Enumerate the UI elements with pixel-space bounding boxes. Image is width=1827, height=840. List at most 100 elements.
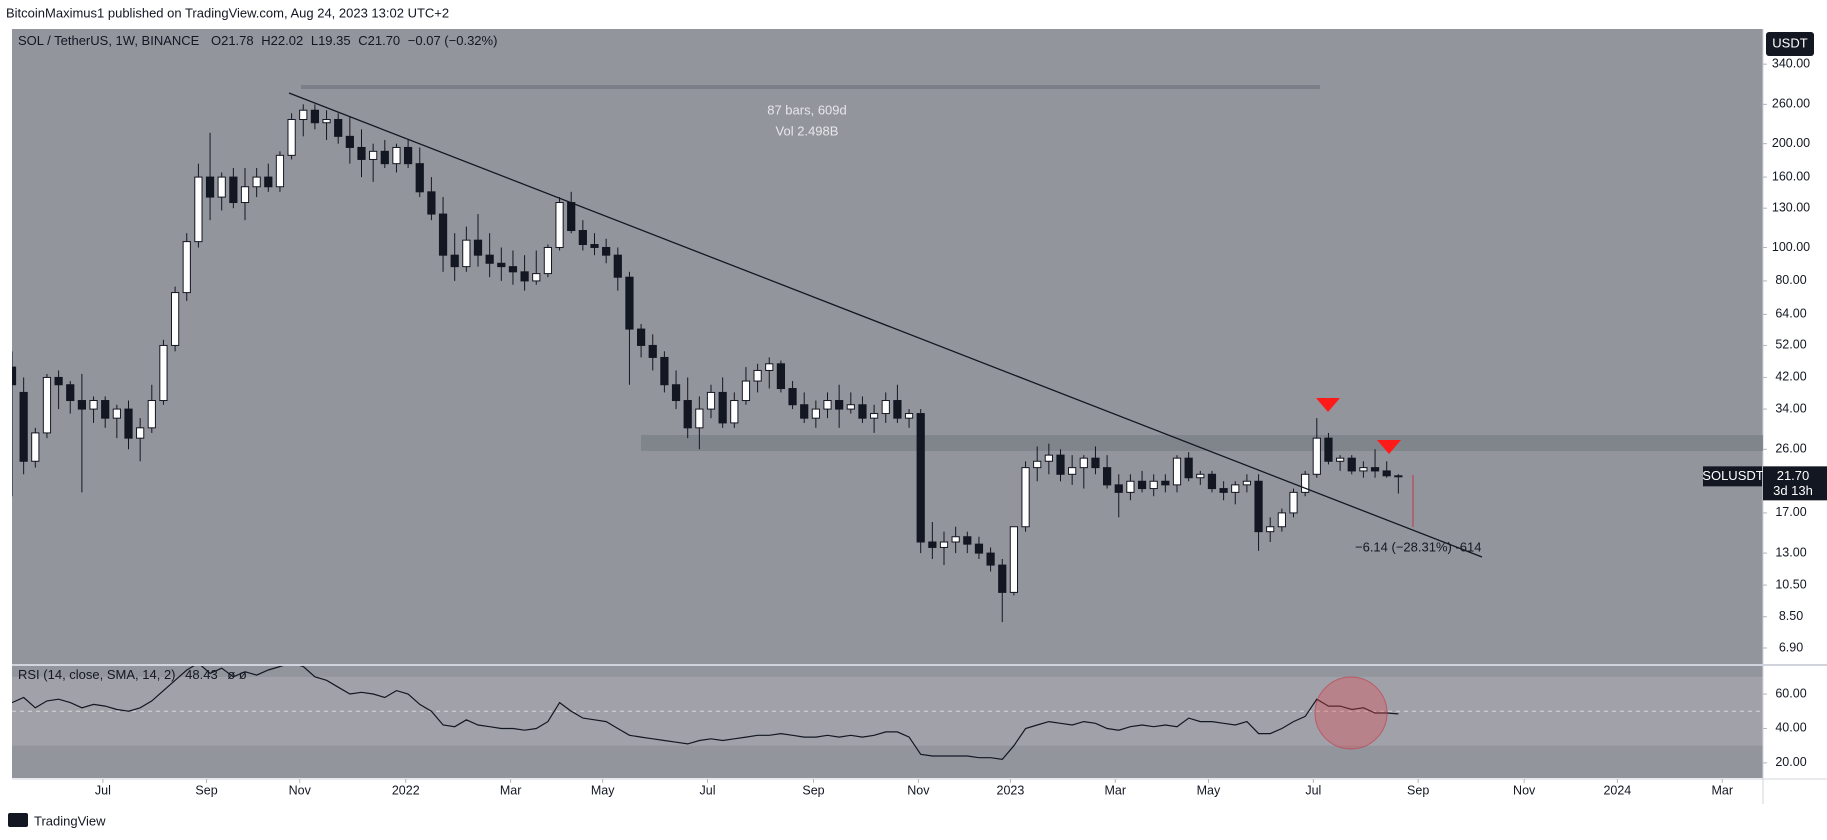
candle-body bbox=[1021, 467, 1030, 528]
logo-icon bbox=[8, 813, 28, 827]
candle-body bbox=[998, 564, 1007, 593]
candle-body bbox=[567, 202, 576, 232]
candle-body bbox=[986, 552, 995, 566]
x-tick-label: Sep bbox=[1407, 783, 1429, 797]
change: −0.07 (−0.32%) bbox=[408, 33, 498, 48]
candle-body bbox=[1370, 467, 1380, 472]
candle-body bbox=[357, 146, 366, 160]
y-tick-label: 52.00 bbox=[1775, 338, 1806, 352]
candle-body bbox=[1033, 460, 1042, 469]
axes: 340.00 260.00 200.00 160.00 130.00 100.00 80.0… bbox=[95, 56, 1810, 797]
x-tick-label: 2022 bbox=[392, 783, 420, 797]
x-tick-label: Nov bbox=[907, 783, 930, 797]
candle-body bbox=[1335, 457, 1345, 462]
candle-body bbox=[275, 154, 285, 188]
y-tick-label: 340.00 bbox=[1772, 56, 1810, 70]
ticker-label: SOLUSDT bbox=[1702, 468, 1763, 483]
candle-body bbox=[1056, 454, 1065, 475]
trendline bbox=[288, 92, 1483, 558]
candle-body bbox=[671, 384, 681, 402]
x-tick-label: Sep bbox=[802, 783, 824, 797]
y-tick-label: 100.00 bbox=[1772, 240, 1810, 254]
rsi-tick-label: 40.00 bbox=[1775, 721, 1806, 735]
candle-body bbox=[147, 400, 156, 429]
candle-body bbox=[485, 254, 494, 264]
ohlc-letter: L bbox=[311, 33, 318, 48]
candle-body bbox=[928, 541, 937, 548]
highlight-circle bbox=[1314, 676, 1388, 750]
candle-body bbox=[42, 376, 52, 434]
x-tick-label: Mar bbox=[500, 783, 522, 797]
candle-body bbox=[1347, 457, 1356, 472]
candle-body bbox=[590, 244, 599, 248]
footer-brand: TradingView bbox=[34, 813, 106, 828]
candle-body bbox=[334, 119, 343, 137]
candle-body bbox=[159, 344, 168, 402]
candle-body bbox=[136, 427, 145, 439]
candle-body bbox=[19, 391, 28, 462]
candle-body bbox=[170, 292, 180, 346]
candle-body bbox=[1289, 491, 1298, 514]
candle-body bbox=[1277, 512, 1286, 528]
x-tick-label: Jul bbox=[700, 783, 716, 797]
rsi-tick-label: 60.00 bbox=[1775, 686, 1806, 700]
candle-body bbox=[508, 266, 518, 273]
candle-body bbox=[240, 186, 250, 204]
y-tick-label: 17.00 bbox=[1775, 505, 1806, 519]
candle-body bbox=[369, 150, 378, 160]
x-tick-label: Nov bbox=[289, 783, 312, 797]
rsi-title: RSI (14, close, SMA, 14, 2) bbox=[18, 667, 176, 682]
candle-body bbox=[89, 400, 98, 410]
y-tick-label: 34.00 bbox=[1775, 401, 1806, 415]
candle-body bbox=[555, 202, 564, 248]
y-tick-label: 130.00 bbox=[1772, 200, 1810, 214]
candle-body bbox=[706, 391, 716, 410]
ohlc-value: 22.02 bbox=[271, 33, 304, 48]
candle-body bbox=[77, 400, 87, 410]
y-tick-label: 80.00 bbox=[1775, 273, 1806, 287]
candle-body bbox=[776, 363, 786, 390]
candle-body bbox=[182, 241, 191, 294]
x-tick-label: 2023 bbox=[997, 783, 1025, 797]
measure-label: −6.14 (−28.31%) -614 bbox=[1355, 539, 1481, 554]
ohlc-letter: C bbox=[358, 33, 367, 48]
candle-body bbox=[287, 119, 296, 156]
candle-body bbox=[1068, 467, 1077, 475]
candle-body bbox=[217, 176, 226, 198]
candle-body bbox=[380, 150, 389, 165]
candle-body bbox=[1126, 480, 1135, 493]
ohlc-value: 21.70 bbox=[368, 33, 401, 48]
candle-body bbox=[904, 413, 914, 419]
x-tick-label: Mar bbox=[1711, 783, 1733, 797]
ohlc-letter: H bbox=[261, 33, 270, 48]
x-tick-label: Mar bbox=[1104, 783, 1126, 797]
candle-body bbox=[788, 388, 797, 406]
candle-body bbox=[881, 400, 890, 415]
currency-button[interactable] bbox=[1766, 32, 1814, 56]
candle-body bbox=[1184, 457, 1193, 479]
candle-body bbox=[1301, 473, 1310, 493]
candle-body bbox=[753, 369, 762, 382]
candle-body bbox=[450, 254, 459, 268]
currency-label[interactable]: USDT bbox=[1772, 35, 1807, 50]
drawings bbox=[12, 85, 1763, 623]
candle-body bbox=[1324, 437, 1333, 462]
x-tick-label: 2024 bbox=[1603, 783, 1631, 797]
arrow-marker bbox=[1316, 398, 1340, 412]
x-tick-label: Nov bbox=[1513, 783, 1536, 797]
rsi-tick-label: 20.00 bbox=[1775, 755, 1806, 769]
candle-body bbox=[939, 541, 949, 548]
candle-body bbox=[1149, 480, 1158, 490]
candle-body bbox=[765, 363, 774, 371]
countdown-label: 3d 13h bbox=[1773, 483, 1813, 498]
y-tick-label: 8.50 bbox=[1779, 609, 1803, 623]
candle-body bbox=[31, 432, 40, 462]
main-pane bbox=[12, 29, 1763, 664]
candle-body bbox=[800, 404, 809, 419]
candle-body bbox=[683, 400, 692, 429]
x-tick-label: Jul bbox=[1305, 783, 1321, 797]
rsi-legend: RSI (14, close, SMA, 14, 2) 48.43 ø ø bbox=[18, 667, 247, 682]
ohlc-value: 19.35 bbox=[318, 33, 351, 48]
candle-body bbox=[101, 400, 110, 419]
candle-body bbox=[415, 163, 424, 193]
